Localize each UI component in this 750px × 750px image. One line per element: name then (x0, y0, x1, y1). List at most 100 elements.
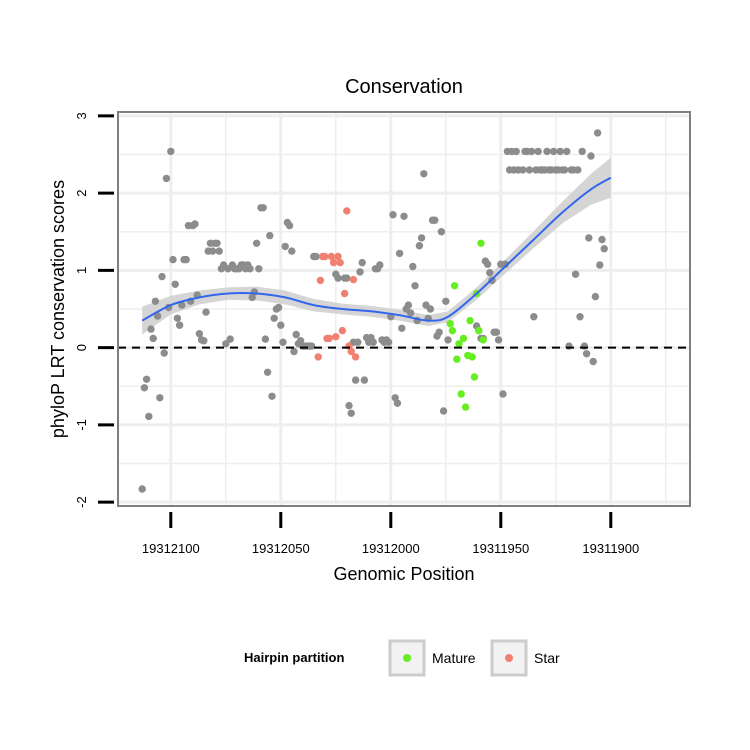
point-other (519, 166, 527, 174)
point-other (270, 314, 278, 322)
point-star (349, 275, 358, 284)
point-mature (468, 353, 476, 361)
point-other (549, 147, 558, 156)
point-other (406, 309, 415, 317)
point-other (600, 245, 608, 253)
point-other (527, 147, 536, 156)
point-other (195, 330, 204, 338)
point-mature (459, 334, 468, 343)
point-other (494, 336, 503, 344)
point-other (439, 407, 448, 415)
point-other (285, 221, 294, 230)
point-other (162, 174, 171, 183)
plot-frame (117, 111, 691, 507)
smooth-line-layer (141, 176, 612, 322)
point-mature (466, 316, 474, 325)
point-other (578, 147, 586, 156)
point-other (279, 338, 287, 346)
point-other (354, 338, 362, 346)
point-other (576, 313, 584, 321)
point-other (417, 234, 426, 242)
point-other (376, 261, 384, 269)
point-other (158, 272, 166, 281)
point-other (178, 301, 186, 309)
point-mature (475, 326, 483, 335)
point-other (153, 312, 162, 320)
point-other (191, 220, 199, 228)
point-star (347, 347, 355, 356)
point-other (290, 347, 298, 356)
smooth-confidence-band-layer (142, 157, 611, 335)
point-mature (453, 355, 461, 363)
point-star (343, 207, 351, 215)
point-other (360, 376, 369, 384)
point-other (420, 170, 428, 178)
point-other (384, 338, 393, 346)
point-star (314, 353, 322, 361)
point-other (138, 485, 146, 493)
point-other (312, 252, 320, 261)
point-other (274, 303, 283, 312)
legend-item-mature: Mature (388, 639, 476, 677)
point-other (556, 147, 564, 156)
point-other (255, 265, 263, 273)
x-tick-label: 19312100 (142, 541, 200, 556)
smooth-confidence-band (142, 157, 611, 335)
point-other (147, 325, 155, 333)
x-tick-label: 19312050 (252, 541, 310, 556)
point-other (543, 147, 551, 156)
y-tick-label: 0 (74, 344, 89, 351)
point-other (140, 384, 149, 392)
y-axis-title: phyloP LRT conservation scores (48, 180, 68, 438)
smooth-line (141, 176, 612, 322)
point-other (560, 166, 569, 174)
point-other (582, 350, 591, 358)
point-other (437, 228, 446, 236)
point-other (574, 166, 582, 174)
point-other (435, 328, 443, 336)
point-other (149, 334, 157, 343)
point-other (259, 204, 267, 212)
point-other (263, 368, 272, 376)
point-other (160, 349, 168, 357)
point-other (175, 321, 184, 329)
point-mature (457, 390, 465, 398)
series-other (138, 129, 608, 493)
x-tick-label: 19311900 (582, 541, 639, 556)
point-star (336, 258, 344, 267)
point-other (252, 239, 261, 247)
point-other (369, 338, 377, 346)
point-other (411, 282, 419, 290)
point-other (530, 313, 538, 321)
point-other (580, 342, 589, 350)
point-other (587, 152, 595, 160)
y-tick-label: 2 (74, 189, 89, 196)
point-other (268, 392, 276, 400)
point-other (246, 265, 254, 273)
point-star (351, 353, 360, 361)
y-tick-label: -1 (74, 419, 89, 431)
point-other (444, 336, 452, 344)
point-other (589, 357, 597, 366)
legend: Hairpin partition Mature Star (244, 639, 560, 677)
point-other (565, 342, 573, 350)
legend-label-mature: Mature (432, 650, 476, 666)
point-other (226, 335, 234, 343)
point-other (266, 231, 274, 240)
legend-title: Hairpin partition (244, 650, 344, 665)
point-other (356, 268, 364, 276)
x-tick-label: 19312000 (362, 541, 420, 556)
point-other (171, 280, 179, 288)
point-other (250, 288, 259, 296)
y-tick-label: 1 (74, 267, 89, 274)
point-other (142, 375, 151, 383)
point-other (277, 321, 285, 329)
legend-dot-star (505, 654, 513, 662)
point-other (292, 330, 300, 339)
point-other (398, 324, 406, 332)
point-other (593, 129, 602, 137)
point-other (281, 242, 289, 251)
point-other (486, 269, 494, 277)
point-other (351, 376, 360, 384)
legend-dot-mature (403, 654, 411, 662)
